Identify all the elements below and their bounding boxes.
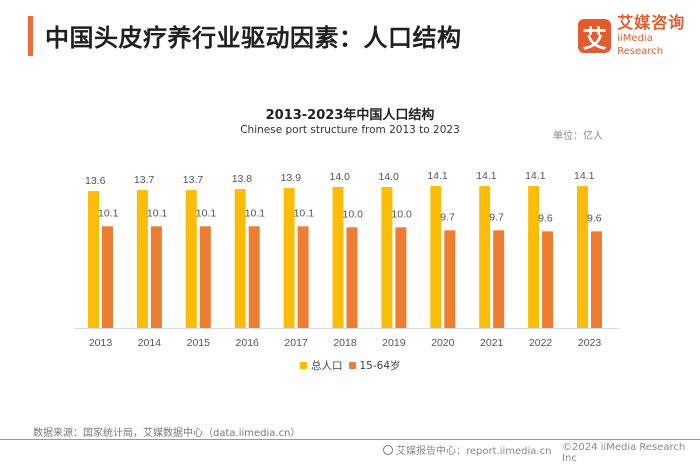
- bar-total-2021: [479, 186, 491, 328]
- label-total-2022: 14.1: [525, 170, 546, 182]
- x-tick-label-2013: 2013: [89, 337, 113, 349]
- bar-15-64-2020: [444, 230, 456, 328]
- label-15-64-2022: 9.6: [538, 212, 553, 224]
- bar-total-2013: [88, 191, 99, 328]
- legend-swatch-15-64: [348, 362, 356, 369]
- bar-15-64-2017: [297, 226, 309, 328]
- label-total-2015: 13.7: [183, 174, 204, 186]
- bar-total-2023: [577, 186, 588, 328]
- label-15-64-2020: 9.7: [440, 211, 455, 223]
- x-tick-label-2023: 2023: [578, 337, 602, 349]
- bar-15-64-2013: [102, 226, 113, 328]
- legend-label-15-64: 15-64岁: [359, 360, 401, 372]
- x-tick-label-2022: 2022: [529, 337, 553, 349]
- logo-mark-icon: 艾: [578, 19, 612, 53]
- footer-divider: [0, 439, 700, 440]
- bar-15-64-2018: [346, 227, 358, 328]
- bar-total-2015: [185, 190, 197, 328]
- data-source: 数据来源：国家统计局，艾媒数据中心（data.iimedia.cn）: [33, 428, 301, 439]
- label-15-64-2013: 10.1: [98, 207, 119, 219]
- label-15-64-2016: 10.1: [245, 207, 266, 219]
- label-15-64-2014: 10.1: [147, 207, 168, 219]
- label-15-64-2019: 10.0: [391, 208, 412, 220]
- bar-15-64-2014: [150, 226, 162, 328]
- label-total-2020: 14.1: [427, 170, 448, 182]
- label-15-64-2015: 10.1: [196, 207, 217, 219]
- chart-legend: 总人口 15-64岁: [300, 358, 407, 373]
- x-tick-label-2017: 2017: [284, 337, 308, 349]
- label-total-2016: 13.8: [232, 173, 253, 185]
- label-total-2023: 14.1: [574, 170, 595, 182]
- x-tick-label-2018: 2018: [333, 337, 357, 349]
- bar-15-64-2015: [199, 226, 211, 328]
- report-center-text: 艾媒报告中心：report.iimedia.cn: [396, 446, 552, 457]
- globe-icon: [383, 444, 393, 455]
- x-tick-label-2015: 2015: [187, 337, 211, 349]
- bar-total-2014: [136, 190, 148, 328]
- x-tick-label-2021: 2021: [480, 337, 504, 349]
- bar-total-2020: [430, 186, 442, 328]
- bar-15-64-2016: [248, 226, 260, 328]
- logo-name-en: iiMedia Research: [617, 33, 664, 57]
- chart-subtitle: Chinese port structure from 2013 to 2023: [240, 124, 460, 136]
- label-total-2017: 13.9: [281, 172, 302, 184]
- bar-total-2022: [528, 186, 540, 328]
- bar-total-2016: [234, 189, 246, 328]
- bar-15-64-2022: [542, 231, 554, 328]
- page-title: 中国头皮疗养行业驱动因素：人口结构: [45, 24, 462, 52]
- iimedia-logo: 艾 艾媒咨询 iiMedia Research: [578, 14, 700, 58]
- legend-item-15-64: 15-64岁: [348, 358, 401, 373]
- x-tick-label-2019: 2019: [382, 337, 406, 349]
- label-15-64-2021: 9.7: [489, 211, 504, 223]
- legend-label-total: 总人口: [311, 360, 343, 372]
- x-tick-label-2014: 2014: [138, 337, 162, 349]
- copyright: ©2024 iiMedia Research Inc: [562, 442, 686, 464]
- legend-item-total: 总人口: [300, 358, 343, 373]
- x-tick-label-2016: 2016: [236, 337, 260, 349]
- bar-15-64-2023: [591, 231, 602, 328]
- footer-report-center: 艾媒报告中心：report.iimedia.cn: [383, 442, 551, 457]
- bar-total-2018: [332, 187, 344, 328]
- label-total-2013: 13.6: [85, 175, 106, 187]
- label-15-64-2018: 10.0: [343, 208, 364, 220]
- label-total-2018: 14.0: [330, 171, 351, 183]
- unit-label: 单位：亿人: [553, 131, 603, 142]
- label-15-64-2017: 10.1: [294, 207, 315, 219]
- x-tick-label-2020: 2020: [431, 337, 455, 349]
- label-total-2019: 14.0: [378, 171, 399, 183]
- legend-swatch-total: [300, 362, 307, 369]
- chart-title: 2013-2023年中国人口结构: [265, 108, 435, 123]
- bar-15-64-2021: [493, 230, 505, 328]
- label-15-64-2023: 9.6: [587, 212, 602, 224]
- bar-total-2019: [381, 187, 393, 328]
- bar-15-64-2019: [395, 227, 407, 328]
- logo-name-cn: 艾媒咨询: [617, 13, 686, 32]
- label-total-2021: 14.1: [476, 170, 497, 182]
- title-accent-bar: [28, 16, 33, 56]
- label-total-2014: 13.7: [134, 174, 155, 186]
- bar-total-2017: [283, 188, 295, 328]
